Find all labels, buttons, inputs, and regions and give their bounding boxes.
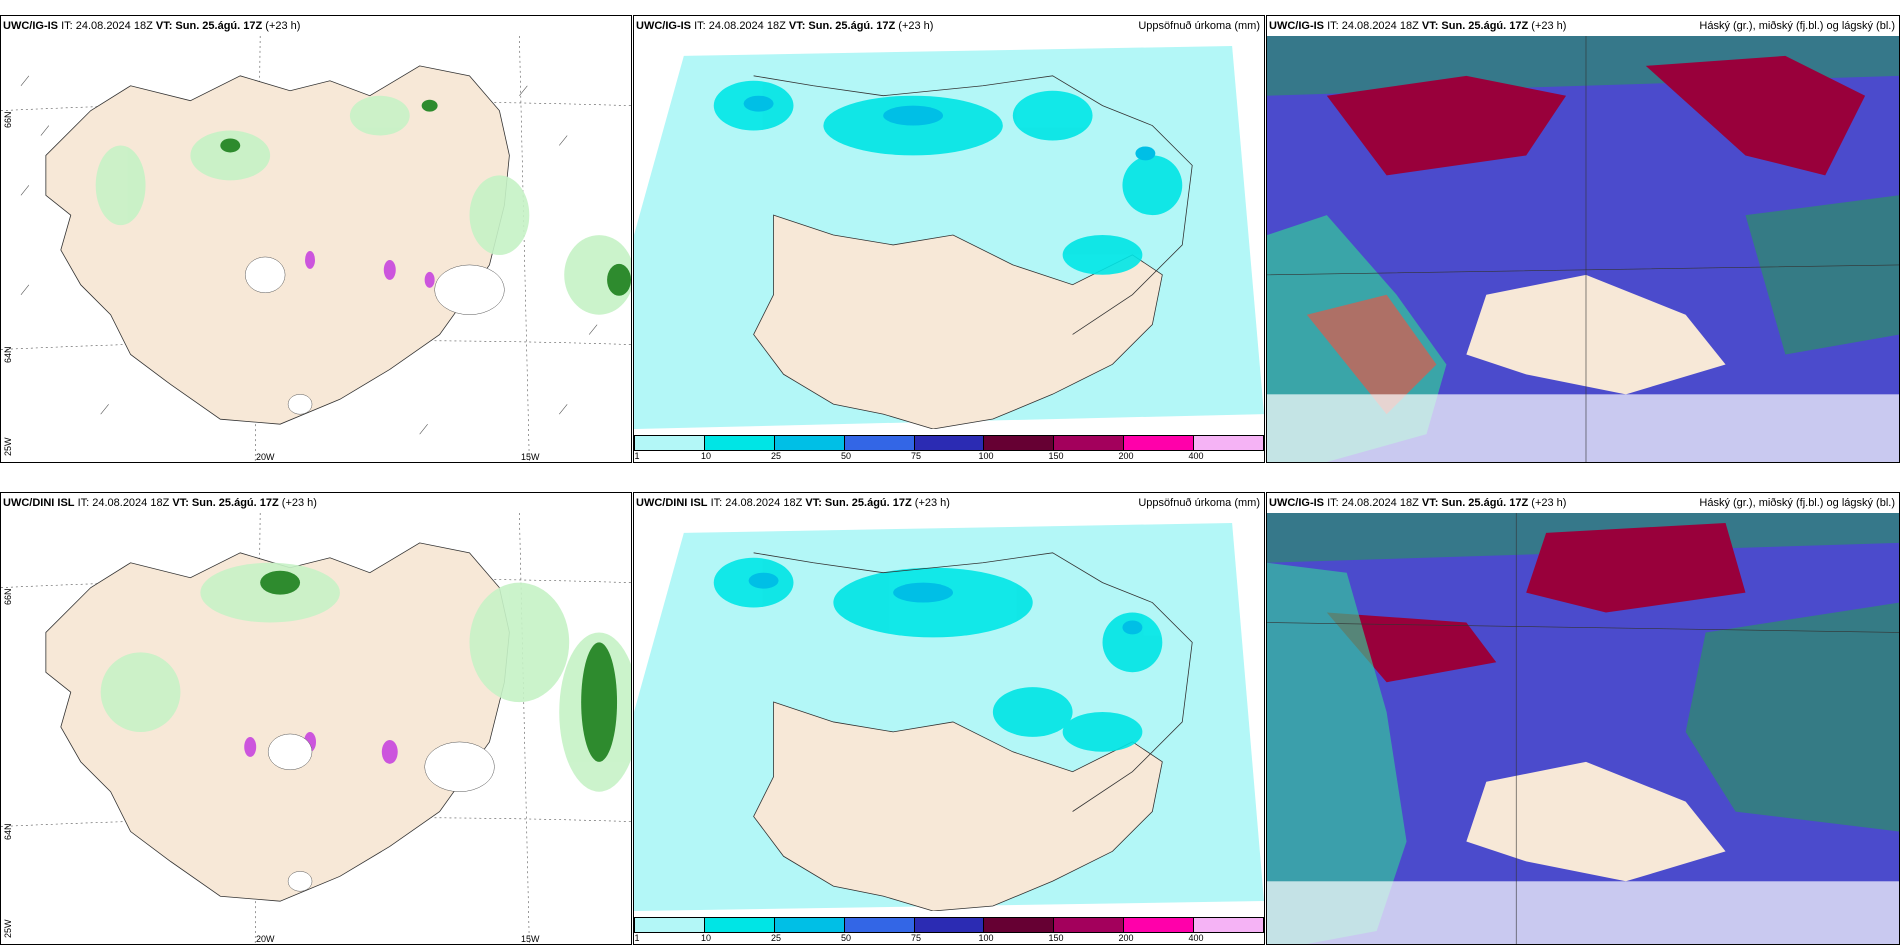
colorbar-label: 1 xyxy=(634,933,640,943)
map-panel-clouds-top: UWC/IG-IS IT: 24.08.2024 18Z VT: Sun. 25… xyxy=(1266,15,1900,463)
map-panel-accum-precip-top: UWC/IG-IS IT: 24.08.2024 18Z VT: Sun. 25… xyxy=(633,15,1265,463)
colorbar-segment xyxy=(1054,436,1125,450)
colorbar-label: 75 xyxy=(910,933,922,943)
lat-label-64n: 64N xyxy=(3,346,13,363)
panel-title: UWC/IG-IS IT: 24.08.2024 18Z VT: Sun. 25… xyxy=(1269,497,1567,509)
colorbar-segment xyxy=(774,436,845,450)
map-canvas xyxy=(1267,513,1899,944)
map-canvas: 20W 15W 66N 64N 25W xyxy=(1,36,631,462)
colorbar-label: 50 xyxy=(840,451,852,461)
map-panel-wind-precip-bottom: UWC/DINI ISL IT: 24.08.2024 18Z VT: Sun.… xyxy=(0,492,632,945)
panel-title: UWC/IG-IS IT: 24.08.2024 18Z VT: Sun. 25… xyxy=(3,20,301,32)
colorbar-segment xyxy=(635,436,705,450)
colorbar-label: 100 xyxy=(978,933,994,943)
colorbar-segment xyxy=(1124,918,1195,932)
lon-label-15w: 15W xyxy=(521,452,540,462)
colorbar-segment xyxy=(635,918,705,932)
precip-colorbar xyxy=(634,435,1264,451)
map-canvas xyxy=(1267,36,1899,462)
colorbar-segment xyxy=(844,436,915,450)
colorbar-label: 400 xyxy=(1188,933,1204,943)
colorbar-segment xyxy=(704,436,775,450)
map-canvas xyxy=(634,36,1264,429)
lon-label-20w: 20W xyxy=(256,934,275,944)
colorbar-label: 1 xyxy=(634,451,640,461)
lon-label-25w: 25W xyxy=(3,919,13,938)
colorbar-segment xyxy=(1194,918,1264,932)
panel-subtitle: Háský (gr.), miðský (fj.bl.) og lágský (… xyxy=(1699,20,1895,32)
colorbar-label: 75 xyxy=(910,451,922,461)
lat-label-66n: 66N xyxy=(3,588,13,605)
colorbar-segment xyxy=(844,918,915,932)
colorbar-segment xyxy=(914,918,985,932)
lat-label-66n: 66N xyxy=(3,111,13,128)
lon-label-15w: 15W xyxy=(521,934,540,944)
colorbar-segment xyxy=(1054,918,1125,932)
panel-title: UWC/IG-IS IT: 24.08.2024 18Z VT: Sun. 25… xyxy=(636,20,934,32)
lon-label-25w: 25W xyxy=(3,437,13,456)
colorbar-label: 25 xyxy=(770,933,782,943)
colorbar-label: 100 xyxy=(978,451,994,461)
colorbar-segment xyxy=(1194,436,1264,450)
map-panel-clouds-bottom: UWC/IG-IS IT: 24.08.2024 18Z VT: Sun. 25… xyxy=(1266,492,1900,945)
map-canvas: 20W 15W 66N 64N 25W xyxy=(1,513,631,944)
colorbar-segment xyxy=(984,918,1055,932)
colorbar-label: 200 xyxy=(1118,933,1134,943)
map-canvas xyxy=(634,513,1264,911)
colorbar-label: 150 xyxy=(1048,451,1064,461)
colorbar-segment xyxy=(704,918,775,932)
precip-colorbar xyxy=(634,917,1264,933)
map-panel-accum-precip-bottom: UWC/DINI ISL IT: 24.08.2024 18Z VT: Sun.… xyxy=(633,492,1265,945)
panel-subtitle: Uppsöfnuð úrkoma (mm) xyxy=(1138,20,1260,32)
map-panel-wind-precip-top: UWC/IG-IS IT: 24.08.2024 18Z VT: Sun. 25… xyxy=(0,15,632,463)
colorbar-label: 150 xyxy=(1048,933,1064,943)
colorbar-label: 200 xyxy=(1118,451,1134,461)
panel-subtitle: Háský (gr.), miðský (fj.bl.) og lágský (… xyxy=(1699,497,1895,509)
panel-subtitle: Uppsöfnuð úrkoma (mm) xyxy=(1138,497,1260,509)
colorbar-segment xyxy=(984,436,1055,450)
colorbar-label: 400 xyxy=(1188,451,1204,461)
lon-label-20w: 20W xyxy=(256,452,275,462)
lat-label-64n: 64N xyxy=(3,823,13,840)
panel-title: UWC/DINI ISL IT: 24.08.2024 18Z VT: Sun.… xyxy=(636,497,950,509)
panel-title: UWC/IG-IS IT: 24.08.2024 18Z VT: Sun. 25… xyxy=(1269,20,1567,32)
colorbar-label: 10 xyxy=(700,933,712,943)
colorbar-segment xyxy=(774,918,845,932)
colorbar-label: 25 xyxy=(770,451,782,461)
colorbar-labels: 1 10 25 50 75 100 150 200 400 xyxy=(634,451,1264,462)
colorbar-segment xyxy=(1124,436,1195,450)
colorbar-labels: 1 10 25 50 75 100 150 200 400 xyxy=(634,933,1264,944)
panel-title: UWC/DINI ISL IT: 24.08.2024 18Z VT: Sun.… xyxy=(3,497,317,509)
colorbar-label: 10 xyxy=(700,451,712,461)
colorbar-segment xyxy=(914,436,985,450)
colorbar-label: 50 xyxy=(840,933,852,943)
